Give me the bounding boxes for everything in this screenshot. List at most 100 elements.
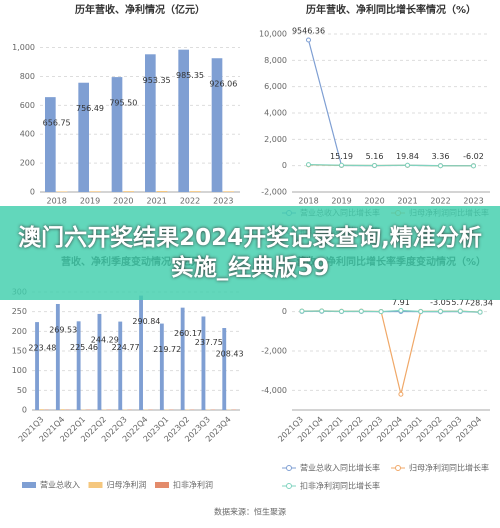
legend-label: 扣非净利润同比增长率	[300, 481, 380, 491]
point	[307, 38, 311, 42]
y-tick-label: 400	[20, 130, 35, 139]
point	[373, 163, 377, 167]
bar	[78, 83, 89, 192]
point	[439, 309, 443, 313]
value-label: 656.75	[43, 119, 71, 128]
bar	[90, 191, 101, 192]
bar	[157, 191, 168, 192]
y-tick-label: 600	[20, 101, 35, 110]
chart-title: 历年营收、净利情况（亿元）	[75, 3, 205, 16]
value-label: 208.43	[216, 350, 244, 359]
bar	[212, 58, 223, 192]
value-label: 3.36	[432, 152, 450, 161]
point	[419, 309, 423, 313]
value-label: 19.84	[396, 152, 419, 161]
x-tick-label: 2020	[364, 197, 384, 206]
y-tick-label: 0	[282, 307, 287, 316]
x-tick-label: 2021	[397, 197, 417, 206]
bar	[40, 409, 44, 410]
y-tick-label: 150	[12, 347, 27, 356]
bar	[139, 296, 143, 410]
legend-label: 扣非净利润	[173, 480, 213, 490]
value-label: 795.50	[109, 99, 137, 108]
point	[478, 310, 482, 314]
banner: 澳门六开奖结果2024开奖记录查询,精准分析实施_经典版59	[0, 206, 500, 300]
x-tick-label: 2020	[113, 197, 133, 206]
bar	[61, 409, 65, 410]
point	[300, 309, 304, 313]
bar	[98, 314, 102, 410]
bar	[57, 191, 68, 192]
point	[340, 163, 344, 167]
bar	[112, 77, 123, 192]
point	[340, 309, 344, 313]
x-tick-label: 2023	[463, 197, 483, 206]
bar	[45, 97, 56, 192]
legend-swatch	[287, 466, 292, 471]
legend-swatch	[155, 482, 169, 488]
bar	[35, 322, 39, 410]
x-tick-label: 2023	[213, 197, 233, 206]
point	[359, 309, 363, 313]
point	[472, 164, 476, 168]
value-label: 237.75	[195, 338, 223, 347]
bar	[223, 191, 234, 192]
point	[307, 163, 311, 167]
bar	[56, 304, 60, 410]
x-tick-label: 2018	[46, 197, 66, 206]
bar	[202, 316, 206, 410]
value-label: 260.17	[174, 329, 202, 338]
line	[309, 165, 474, 166]
legend-label: 归母净利润同比增长率	[409, 463, 489, 473]
value-label: 269.53	[49, 325, 77, 334]
y-tick-label: 200	[12, 327, 27, 336]
chart-title: 历年营收、净利同比增长率情况（%）	[306, 3, 476, 16]
bar	[160, 324, 164, 410]
value-label: 756.49	[76, 104, 104, 113]
line	[302, 311, 480, 394]
bar	[190, 191, 201, 192]
source-note: 数据来源：恒生聚源	[214, 507, 286, 517]
legend-label: 营业总收入	[40, 480, 80, 490]
value-label: 290.84	[132, 317, 160, 326]
bar	[77, 321, 81, 410]
y-tick-label: 4,000	[264, 109, 287, 118]
point	[379, 310, 383, 314]
value-label: 9546.36	[292, 26, 325, 35]
value-label: 15.19	[330, 152, 353, 161]
point	[399, 392, 403, 396]
value-label: 219.72	[153, 345, 181, 354]
y-tick-label: -2,000	[261, 188, 287, 197]
bar	[118, 322, 122, 410]
value-label: 5.16	[366, 152, 384, 161]
y-tick-label: 250	[12, 307, 27, 316]
x-tick-label: 2019	[80, 197, 100, 206]
value-label: 223.48	[28, 344, 56, 353]
value-label: 953.35	[143, 76, 171, 85]
y-tick-label: 10,000	[259, 30, 287, 39]
y-tick-label: 6,000	[264, 82, 287, 91]
value-label: 985.35	[176, 71, 204, 80]
y-tick-label: 200	[20, 159, 35, 168]
x-tick-label: 2019	[331, 197, 351, 206]
y-tick-label: 8,000	[264, 56, 287, 65]
x-tick-label: 2022	[180, 197, 200, 206]
y-tick-label: -2,000	[261, 347, 287, 356]
point	[320, 309, 324, 313]
y-tick-label: 50	[17, 386, 27, 395]
legend-swatch	[287, 484, 292, 489]
line	[309, 40, 474, 166]
legend-label: 归母净利润	[107, 480, 147, 490]
y-tick-label: 1,000	[12, 43, 35, 52]
legend-swatch	[396, 466, 401, 471]
legend-swatch	[22, 482, 36, 488]
point	[399, 308, 403, 312]
value-label: 926.06	[209, 80, 237, 89]
x-tick-label: 2021	[146, 197, 166, 206]
point	[458, 309, 462, 313]
x-tick-label: 2022	[430, 197, 450, 206]
y-tick-label: 2,000	[264, 135, 287, 144]
y-tick-label: 0	[282, 161, 287, 170]
bar	[123, 191, 134, 192]
